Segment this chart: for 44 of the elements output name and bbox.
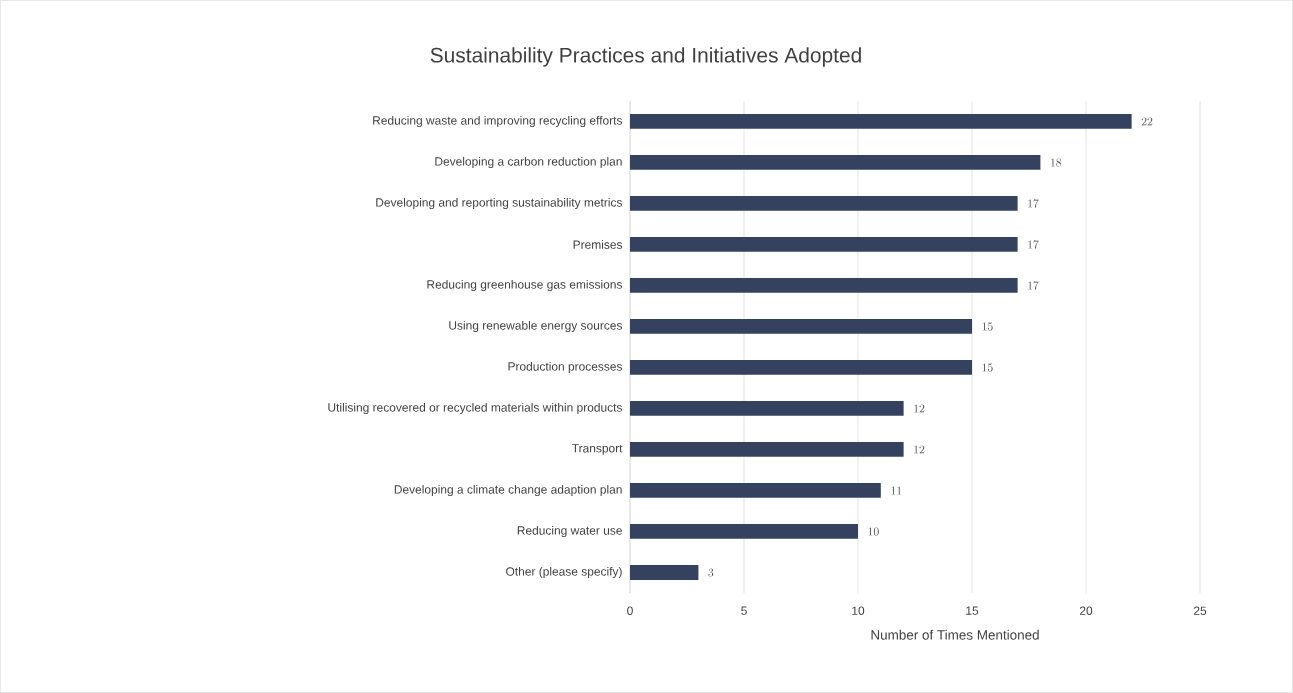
y-tick-label: Other (please specify)	[506, 566, 622, 579]
data-label: 10	[868, 527, 879, 536]
x-tick-label: 25	[1193, 606, 1207, 615]
bar	[630, 442, 904, 457]
y-tick-label: Production processes	[508, 361, 623, 374]
bar	[630, 155, 1041, 170]
y-tick-label: Reducing waste and improving recycling efforts	[373, 115, 623, 128]
data-label: 22	[1141, 117, 1153, 126]
x-tick-label: 5	[741, 606, 747, 615]
data-label: 15	[982, 363, 993, 372]
y-tick-label: Premises	[573, 240, 623, 249]
bar	[630, 114, 1132, 129]
data-label: 12	[914, 404, 925, 413]
bar	[630, 401, 904, 416]
data-label: 17	[1028, 199, 1039, 208]
bar	[630, 237, 1018, 252]
x-tick-label: 10	[852, 606, 865, 615]
y-tick-label: Developing a climate change adaption plan	[394, 484, 622, 497]
bar	[630, 483, 881, 498]
y-tick-label: Transport	[572, 444, 623, 455]
data-label: 12	[914, 445, 925, 454]
y-tick-label: Reducing water use	[517, 525, 622, 538]
x-tick-label: 20	[1079, 606, 1093, 615]
y-tick-label: Utilising recovered or recycled materials within products	[328, 402, 622, 415]
data-label: 11	[891, 486, 902, 495]
chart-title: Sustainability Practices and Initiatives Adopted	[430, 47, 861, 67]
data-label: 15	[982, 322, 993, 331]
bar	[630, 319, 973, 334]
bar	[630, 278, 1018, 293]
data-label: 17	[1028, 281, 1039, 290]
data-label: 17	[1028, 240, 1039, 249]
bar	[630, 196, 1018, 211]
data-label: 3	[708, 568, 714, 577]
y-tick-label: Developing and reporting sustainability metrics	[376, 197, 622, 210]
x-tick-label: 0	[627, 606, 633, 615]
y-tick-label: Using renewable energy sources	[449, 320, 623, 333]
y-tick-label: Reducing greenhouse gas emissions	[427, 279, 622, 292]
x-tick-label: 15	[966, 606, 979, 615]
bar	[630, 524, 859, 539]
data-label: 18	[1051, 158, 1062, 167]
x-axis-title: Number of Times Mentioned	[871, 629, 1039, 640]
bar	[630, 565, 699, 580]
y-tick-label: Developing a carbon reduction plan	[435, 156, 622, 169]
bar	[630, 360, 973, 375]
